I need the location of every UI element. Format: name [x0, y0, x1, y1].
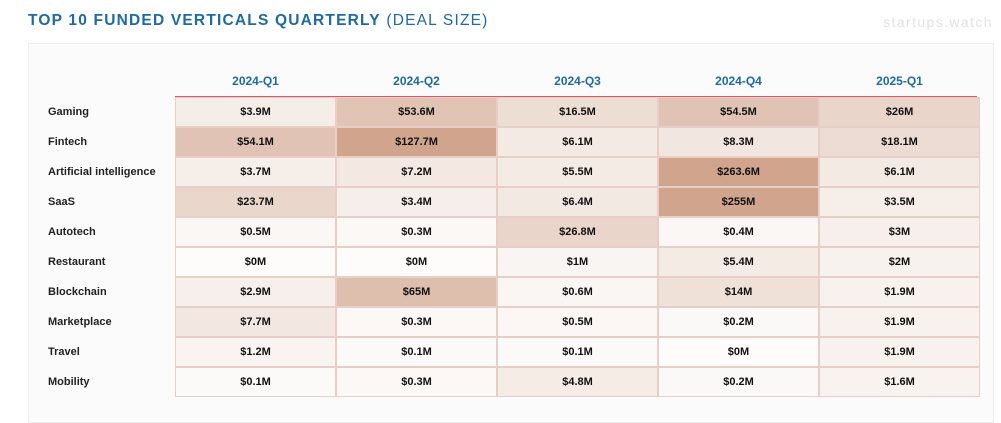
heatmap-cell: $4.8M — [497, 367, 658, 397]
heatmap-cell: $14M — [658, 277, 819, 307]
row-label: Mobility — [48, 376, 90, 388]
heatmap-cell: $1.9M — [819, 307, 980, 337]
heatmap-cell: $18.1M — [819, 127, 980, 157]
row-label: Restaurant — [48, 256, 106, 268]
heatmap-cell: $1.9M — [819, 277, 980, 307]
brand-watermark: startups.watch — [883, 14, 993, 30]
heatmap-cell: $8.3M — [658, 127, 819, 157]
heatmap-cell: $26M — [819, 97, 980, 127]
heatmap-cell: $23.7M — [175, 187, 336, 217]
heatmap-cell: $54.5M — [658, 97, 819, 127]
row-label: Travel — [48, 346, 80, 358]
heatmap-cell: $127.7M — [336, 127, 497, 157]
chart-title-main: TOP 10 FUNDED VERTICALS QUARTERLY — [28, 12, 381, 29]
heatmap-cell: $255M — [658, 187, 819, 217]
heatmap-cell: $6.1M — [497, 127, 658, 157]
heatmap-cell: $65M — [336, 277, 497, 307]
heatmap-cell: $26.8M — [497, 217, 658, 247]
chart-title: TOP 10 FUNDED VERTICALS QUARTERLY (DEAL … — [28, 12, 489, 30]
heatmap-cell: $3.9M — [175, 97, 336, 127]
heatmap-cell: $16.5M — [497, 97, 658, 127]
row-label: Autotech — [48, 226, 96, 238]
heatmap-cell: $0.2M — [658, 307, 819, 337]
heatmap-cell: $0.3M — [336, 217, 497, 247]
heatmap-cell: $0M — [658, 337, 819, 367]
heatmap-cell: $3M — [819, 217, 980, 247]
heatmap-cell: $7.7M — [175, 307, 336, 337]
heatmap-cell: $0.3M — [336, 307, 497, 337]
heatmap-cell: $1M — [497, 247, 658, 277]
row-label: SaaS — [48, 196, 75, 208]
heatmap-cell: $2.9M — [175, 277, 336, 307]
heatmap-cell: $5.5M — [497, 157, 658, 187]
row-label: Marketplace — [48, 316, 112, 328]
heatmap-cell: $0.4M — [658, 217, 819, 247]
heatmap-cell: $6.1M — [819, 157, 980, 187]
heatmap-cell: $54.1M — [175, 127, 336, 157]
heatmap-cell: $0.1M — [336, 337, 497, 367]
row-label: Fintech — [48, 136, 88, 148]
heatmap-cell: $0.1M — [497, 337, 658, 367]
heatmap-cell: $0M — [175, 247, 336, 277]
heatmap-cell: $0.3M — [336, 367, 497, 397]
heatmap-cell: $0.1M — [175, 367, 336, 397]
heatmap-cell: $7.2M — [336, 157, 497, 187]
heatmap-cell: $1.6M — [819, 367, 980, 397]
heatmap-cell: $2M — [819, 247, 980, 277]
heatmap-cell: $1.9M — [819, 337, 980, 367]
heatmap-cell: $0.5M — [175, 217, 336, 247]
heatmap-cell: $0M — [336, 247, 497, 277]
column-header: 2024-Q3 — [554, 74, 601, 88]
row-label: Artificial intelligence — [48, 166, 156, 178]
heatmap-cell: $3.4M — [336, 187, 497, 217]
column-header: 2024-Q1 — [232, 74, 279, 88]
row-label: Blockchain — [48, 286, 107, 298]
heatmap-cell: $1.2M — [175, 337, 336, 367]
column-header: 2024-Q2 — [393, 74, 440, 88]
heatmap-cell: $3.5M — [819, 187, 980, 217]
heatmap-cell: $3.7M — [175, 157, 336, 187]
heatmap-cell: $263.6M — [658, 157, 819, 187]
heatmap-cell: $53.6M — [336, 97, 497, 127]
heatmap-cell: $6.4M — [497, 187, 658, 217]
header-accent-line — [175, 96, 977, 97]
column-header: 2024-Q4 — [715, 74, 762, 88]
heatmap-cell: $0.2M — [658, 367, 819, 397]
heatmap-cell: $0.5M — [497, 307, 658, 337]
heatmap-cell: $0.6M — [497, 277, 658, 307]
row-label: Gaming — [48, 106, 89, 118]
heatmap-cell: $5.4M — [658, 247, 819, 277]
chart-title-sub: (DEAL SIZE) — [386, 12, 489, 29]
column-header: 2025-Q1 — [876, 74, 923, 88]
